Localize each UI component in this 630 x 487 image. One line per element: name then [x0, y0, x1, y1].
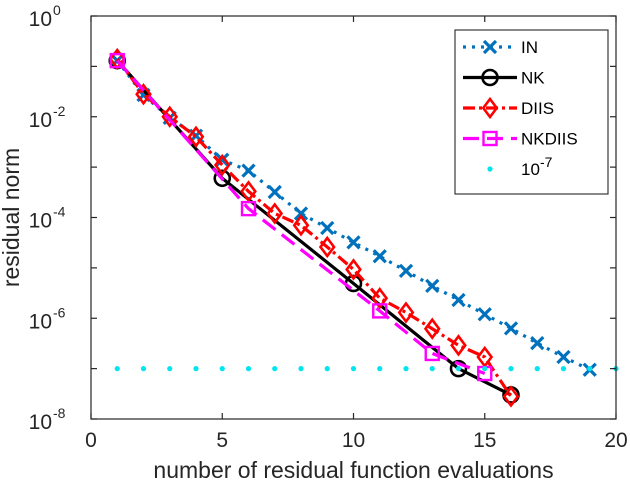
- data-point: [425, 278, 440, 293]
- y-tick-label: 10: [29, 210, 52, 233]
- data-point: [560, 366, 567, 372]
- data-point: [503, 321, 519, 336]
- legend-marker: [487, 166, 493, 172]
- data-point: [455, 366, 462, 372]
- y-tick-label: 10: [29, 109, 52, 132]
- data-point: [508, 366, 514, 372]
- data-point: [346, 235, 361, 250]
- data-point: [215, 152, 230, 167]
- data-point: [398, 263, 414, 279]
- legend-label: 10: [521, 160, 540, 179]
- data-point: [371, 287, 389, 310]
- data-point: [530, 336, 545, 351]
- data-point: [449, 359, 468, 378]
- data-point: [114, 366, 120, 372]
- legend-box: [454, 29, 609, 195]
- legend-item: 10 -7: [487, 154, 553, 179]
- series-line-3: [116, 59, 486, 376]
- data-point: [266, 202, 284, 225]
- data-point: [372, 303, 388, 319]
- data-point: [318, 235, 336, 259]
- data-point: [213, 153, 231, 177]
- data-point: [298, 366, 304, 372]
- legend-item: NK: [463, 69, 545, 88]
- data-point: [350, 366, 357, 372]
- data-point: [267, 184, 282, 200]
- x-tick-label: 5: [216, 429, 228, 452]
- data-point: [109, 52, 125, 69]
- y-tick-label-exponent: -2: [53, 103, 66, 119]
- legend-item: DIIS: [463, 96, 554, 120]
- y-axis-label: residual norm: [0, 148, 24, 287]
- x-tick-label: 15: [473, 429, 496, 452]
- data-point: [502, 385, 520, 408]
- x-tick-label: 20: [604, 429, 627, 452]
- data-point: [451, 292, 466, 308]
- data-point: [240, 200, 257, 217]
- data-point: [477, 307, 492, 322]
- x-tick-label: 10: [342, 429, 365, 452]
- y-tick-label-exponent: -6: [53, 304, 66, 320]
- x-axis-label: number of residual function evaluations: [153, 457, 553, 483]
- data-point: [424, 345, 440, 362]
- legend-label: NK: [521, 69, 545, 88]
- data-point: [587, 366, 593, 372]
- y-tick-label: 10: [29, 8, 52, 31]
- data-point: [450, 334, 467, 357]
- legend-label: NKDIIS: [521, 130, 578, 149]
- data-point: [320, 220, 335, 236]
- legend-marker: [482, 130, 498, 147]
- y-tick-label-exponent: -8: [53, 405, 66, 421]
- legend-label: DIIS: [521, 99, 554, 118]
- data-point: [241, 163, 256, 178]
- legend-marker: [482, 39, 498, 55]
- data-point: [429, 366, 435, 372]
- data-point: [140, 366, 147, 372]
- series-layer: [108, 47, 619, 408]
- data-point: [372, 249, 387, 264]
- series-line-2: [115, 58, 513, 398]
- legend-marker: [481, 68, 499, 87]
- data-point: [135, 83, 152, 106]
- data-point: [293, 206, 309, 221]
- data-point: [534, 366, 540, 372]
- data-point: [240, 180, 257, 203]
- legend-marker: [481, 96, 499, 120]
- data-point: [219, 366, 225, 372]
- data-point: [167, 366, 173, 372]
- data-point: [377, 366, 383, 372]
- data-point: [272, 366, 278, 372]
- y-tick-label: 10: [29, 310, 52, 333]
- data-point: [324, 366, 330, 372]
- series-diis: [108, 47, 520, 408]
- legend-item: NKDIIS: [463, 130, 578, 149]
- data-point: [403, 366, 409, 372]
- y-tick-label-exponent: 0: [53, 2, 61, 18]
- data-point: [193, 366, 199, 372]
- data-point: [397, 301, 415, 324]
- y-tick-label-exponent: -4: [53, 204, 66, 220]
- legend-label-exponent: -7: [540, 154, 553, 170]
- x-tick-label: 0: [85, 429, 97, 452]
- data-point: [482, 366, 488, 372]
- data-point: [245, 366, 252, 372]
- data-point: [345, 258, 362, 281]
- y-tick-label: 10: [29, 411, 52, 434]
- data-point: [161, 105, 179, 128]
- legend-label: IN: [521, 38, 538, 57]
- legend-item: IN: [463, 38, 538, 57]
- data-point: [292, 214, 310, 237]
- data-point: [423, 317, 441, 340]
- data-point: [213, 169, 232, 188]
- data-point: [556, 349, 571, 365]
- data-point: [187, 125, 205, 148]
